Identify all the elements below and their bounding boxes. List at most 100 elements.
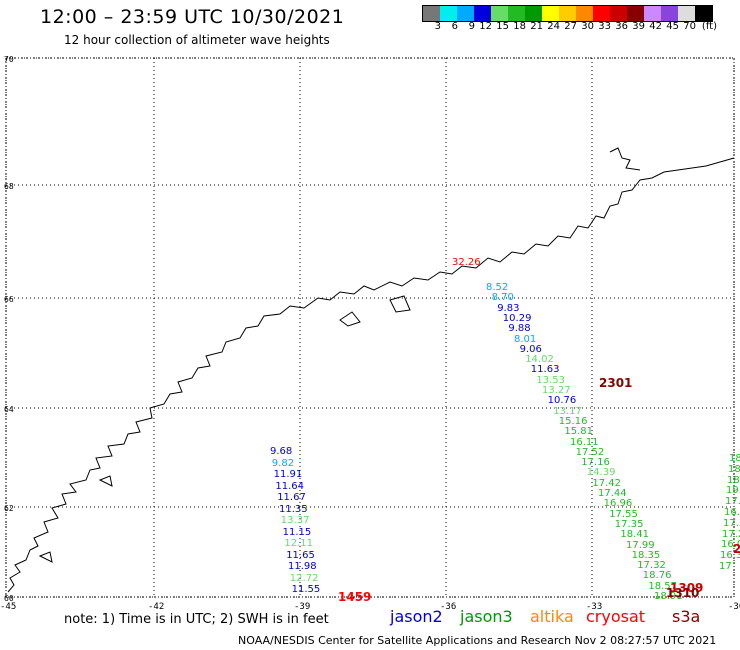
page-title: 12:00 – 23:59 UTC 10/30/2021 [40, 6, 345, 28]
scale-label: 21 [530, 21, 543, 32]
wave-height-label: 9.88 [508, 323, 531, 335]
wave-height-label: 13.17 [553, 405, 582, 417]
wave-height-label: 18.35 [631, 549, 661, 561]
wave-height-label: 18.76 [642, 570, 672, 582]
wave-height-label: 16.88 [724, 507, 740, 518]
wave-height-label: 17.52 [575, 446, 605, 458]
latitude-label: 70 [4, 55, 14, 64]
scale-swatch [559, 6, 576, 21]
latitude-label: 64 [4, 405, 14, 414]
wave-height-label: 11.67 [277, 492, 306, 503]
wave-height-label: 17.32 [637, 560, 666, 572]
page-subtitle: 12 hour collection of altimeter wave hei… [64, 33, 330, 47]
legend-note: note: 1) Time is in UTC; 2) SWH is in fe… [64, 612, 329, 627]
wave-height-label: 17.16 [581, 457, 610, 469]
scale-swatch [474, 6, 491, 21]
scale-label: 24 [547, 21, 560, 32]
wave-height-label: 14.39 [586, 467, 616, 479]
scale-label: 6 [451, 21, 458, 32]
scale-label: 45 [666, 21, 679, 32]
scale-swatch [661, 6, 678, 21]
scale-label: (ft) [701, 21, 717, 32]
observation-time-label: 2 [733, 542, 740, 556]
scale-label: 3 [434, 21, 441, 32]
wave-height-label: 17.42 [592, 477, 622, 489]
scale-swatch [491, 6, 508, 21]
wave-height-label: 17.21 [722, 528, 740, 540]
satellite-legend-altika: altika [530, 607, 574, 626]
observation-time-label: 1309 [670, 581, 704, 595]
scale-swatch [423, 6, 440, 21]
wave-height-label: 13.27 [542, 385, 571, 396]
color-scale [422, 5, 713, 22]
scale-swatch [576, 6, 593, 21]
wave-height-label: 9.83 [497, 302, 520, 314]
wave-height-label: 11.91 [273, 469, 303, 480]
wave-height-label: 16.96 [603, 498, 633, 510]
scale-label: 70 [683, 21, 696, 32]
wave-height-label: 18.41 [620, 529, 650, 541]
scale-label: 42 [649, 21, 662, 32]
wave-height-label: 12.72 [289, 572, 319, 584]
scale-label: 36 [615, 21, 628, 32]
scale-swatch [440, 6, 457, 21]
longitude-label: -36 [440, 602, 456, 610]
latitude-label: 68 [4, 182, 14, 191]
observation-time-label: 1310 [666, 586, 700, 600]
wave-height-label: 15.16 [558, 415, 588, 427]
scale-swatch [542, 6, 559, 21]
wave-height-label: 10.76 [547, 395, 577, 407]
scale-swatch [508, 6, 525, 21]
observation-time-label: 2301 [599, 376, 633, 390]
wave-height-label: 13.53 [536, 374, 566, 386]
map-grid [5, 57, 735, 598]
wave-height-label: 18.4 [728, 463, 740, 475]
wave-height-label: 8.52 [486, 282, 509, 293]
wave-height-label: 18.57 [648, 580, 678, 592]
map: 70 68 66 64 62 60 -45 -42 -39 -36 -33 -30 [0, 55, 740, 610]
wave-height-label: 11.65 [286, 549, 315, 561]
satellite-legend-cryosat: cryosat [586, 607, 646, 626]
longitude-labels: -45 -42 -39 -36 -33 -30 [0, 602, 740, 610]
scale-swatch [627, 6, 644, 21]
wave-height-label: 11.35 [279, 503, 308, 515]
wave-height-label: 9.82 [271, 457, 295, 469]
wave-height-label: 17.84 [725, 496, 740, 508]
longitude-label: -39 [294, 602, 310, 610]
wave-height-label: 8.01 [514, 333, 537, 345]
wave-height-label: 18.87 [727, 474, 740, 486]
longitude-label: -45 [0, 602, 16, 610]
wave-height-label: 16.06 [721, 539, 740, 551]
scale-swatch [644, 6, 661, 21]
scale-swatch [695, 6, 712, 21]
wave-height-label: 32.26 [452, 257, 481, 268]
latitude-label: 62 [4, 504, 14, 513]
wave-height-label: 12.11 [284, 538, 314, 549]
scale-swatch [593, 6, 610, 21]
scale-label: 39 [632, 21, 645, 32]
satellite-legend-jason2: jason2 [390, 607, 443, 626]
wave-height-label: 17.35 [614, 518, 644, 530]
footer-credit: NOAA/NESDIS Center for Satellite Applica… [238, 634, 717, 647]
satellite-legend-s3a: s3a [672, 607, 701, 626]
scale-label: 18 [513, 21, 526, 32]
wave-height-label: 17.55 [609, 508, 638, 520]
satellite-legend-jason3: jason3 [460, 607, 513, 626]
scale-swatch [525, 6, 542, 21]
scale-label: 15 [496, 21, 509, 32]
scale-label: 12 [479, 21, 492, 32]
scale-swatch [610, 6, 627, 21]
wave-height-label: 16.3 [720, 550, 740, 562]
scale-swatch [457, 6, 474, 21]
wave-height-label: 11.98 [288, 561, 317, 572]
observation-time-label: 1459 [338, 590, 372, 604]
coastline-islands [38, 147, 641, 563]
wave-height-label: 18 [729, 453, 740, 464]
longitude-label: -42 [148, 602, 164, 610]
latitude-label: 60 [4, 594, 14, 603]
wave-height-label: 9.06 [519, 343, 542, 355]
wave-height-label: 17 [719, 561, 732, 572]
wave-height-label: 17.44 [598, 488, 627, 499]
scale-label: 27 [564, 21, 577, 32]
scale-label: 33 [598, 21, 611, 32]
